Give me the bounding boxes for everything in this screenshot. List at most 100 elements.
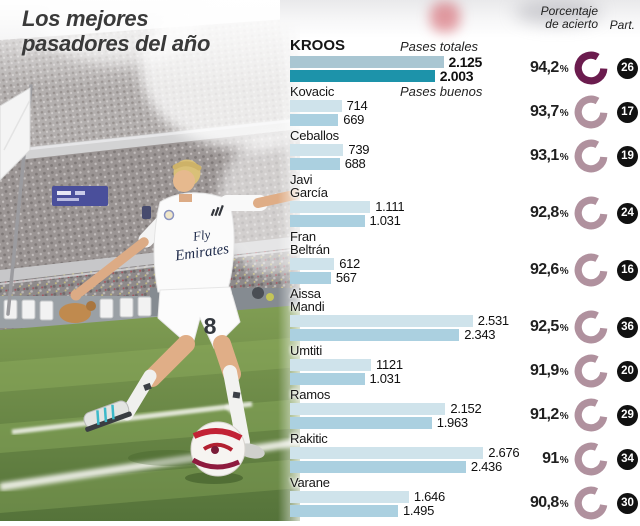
percent-symbol: % xyxy=(559,64,569,75)
bar-row-totales: 1.646 xyxy=(290,490,638,503)
bar-value-totales: 2.531 xyxy=(477,313,509,328)
accuracy-number: 92,5 xyxy=(529,318,559,335)
accuracy-ring xyxy=(574,196,608,230)
accuracy-ring xyxy=(574,139,608,173)
row-right-column: 90,8% 30 xyxy=(514,486,638,520)
bar-row-buenos: 669 xyxy=(290,113,638,126)
row-right-column: 91,2% 29 xyxy=(514,398,638,432)
player-row: Javi García 1.111 1.031 92,8% 24 xyxy=(290,173,638,230)
player-name-line: Umtiti xyxy=(290,343,323,358)
bar-buenos xyxy=(290,417,432,429)
player-name: Umtiti xyxy=(290,344,638,357)
bar-totales xyxy=(290,359,371,371)
player-photo: Fly Emirates 8 xyxy=(0,0,360,521)
player-row: Ceballos 739 688 93,1% 19 xyxy=(290,128,638,173)
matches-badge: 30 xyxy=(617,492,638,514)
percent-symbol: % xyxy=(559,455,569,466)
bar-totales xyxy=(290,144,344,156)
accuracy-number: 91,2 xyxy=(529,406,559,423)
player-row: Aissa Mandi 2.531 2.343 92,5% 36 xyxy=(290,286,638,344)
player-name: Rakitic xyxy=(290,432,638,445)
player-name-line: Ramos xyxy=(290,387,331,402)
row-right-column: 91% 34 xyxy=(514,442,638,476)
player-figure: Fly Emirates 8 xyxy=(70,159,302,484)
percent-symbol: % xyxy=(559,499,569,510)
bar-buenos xyxy=(290,114,339,126)
player-row: Fran Beltrán 612 567 92,6% 16 xyxy=(290,230,638,287)
accuracy-number: 93,1 xyxy=(529,147,559,164)
chart-rows: KROOS Pases totales 2.125 2.003 94,2% 26 Kovac… xyxy=(290,38,638,520)
bar-value-buenos: 1.031 xyxy=(369,371,401,386)
page-title-line1: Los mejores xyxy=(22,6,149,31)
player-name-line: Kovacic xyxy=(290,84,335,99)
matches-badge: 16 xyxy=(617,259,638,281)
page-title-line2: pasadores del año xyxy=(22,31,211,56)
bar-value-totales: 1.111 xyxy=(375,199,405,214)
bar-value-buenos: 1.031 xyxy=(369,213,401,228)
bar-buenos xyxy=(290,329,460,341)
jersey-sponsor-line2: Emirates xyxy=(173,241,230,265)
row-right-column: 92,6% 16 xyxy=(514,253,638,287)
bar-buenos xyxy=(290,70,435,82)
player-name-line: Aissa xyxy=(290,286,321,301)
player-name-line: KROOS xyxy=(290,37,346,54)
bar-row-totales: 1121 xyxy=(290,357,638,372)
player-row: Rakitic 2.676 2.436 91% 34 xyxy=(290,432,638,476)
bar-buenos xyxy=(290,505,398,517)
bar-value-totales: 739 xyxy=(348,142,370,157)
blurred-red-photo-detail xyxy=(430,2,460,32)
accuracy-number: 92,6 xyxy=(529,261,559,278)
matches-badge: 29 xyxy=(617,404,638,426)
row-right-column: 91,9% 20 xyxy=(514,354,638,388)
accuracy-percentage: 91% xyxy=(514,450,569,468)
bar-row-totales: 2.125 xyxy=(290,55,638,69)
accuracy-header-line2: de acierto xyxy=(545,17,598,31)
bar-value-buenos: 567 xyxy=(335,270,357,285)
accuracy-number: 91 xyxy=(542,450,559,467)
accuracy-number: 94,2 xyxy=(529,59,559,76)
bar-value-totales: 612 xyxy=(339,256,360,271)
matches-badge: 26 xyxy=(617,57,638,79)
bar-value-totales: 1121 xyxy=(376,357,403,372)
player-row: Ramos 2.152 1.963 91,2% 29 xyxy=(290,387,638,432)
player-name-line: Varane xyxy=(290,475,330,490)
player-name-line: Ceballos xyxy=(290,128,339,143)
percent-symbol: % xyxy=(559,266,569,277)
photo-illustration: Fly Emirates 8 xyxy=(0,0,360,521)
bar-row-totales: 612 xyxy=(290,256,638,271)
accuracy-percentage: 92,8% xyxy=(514,204,569,222)
player-name-line: García xyxy=(290,185,328,200)
bar-row-totales: 714 xyxy=(290,98,638,113)
bar-value-buenos: 2.436 xyxy=(470,459,502,474)
accuracy-ring xyxy=(574,310,608,344)
accuracy-percentage: 93,7% xyxy=(514,103,569,121)
ball xyxy=(185,421,246,484)
bar-row-buenos: 567 xyxy=(290,270,638,285)
percent-symbol: % xyxy=(559,323,569,334)
bar-totales xyxy=(290,403,446,415)
boot xyxy=(83,400,132,432)
player-row: Varane 1.646 1.495 90,8% 30 xyxy=(290,475,638,520)
player-name: Kovacic xyxy=(290,85,638,98)
bar-totales xyxy=(290,491,409,503)
matches-badge: 20 xyxy=(617,360,638,382)
accuracy-ring xyxy=(574,354,608,388)
bar-totales xyxy=(290,100,342,112)
matches-badge: 36 xyxy=(617,316,638,338)
title-wash xyxy=(0,0,300,88)
bar-row-buenos: 688 xyxy=(290,157,638,170)
percent-symbol: % xyxy=(559,209,569,220)
player-name: Fran Beltrán xyxy=(290,230,638,256)
matches-column-header: Part. xyxy=(609,18,635,32)
bar-buenos xyxy=(290,158,340,170)
bar-row-buenos: 2.343 xyxy=(290,328,638,341)
player-name-line: Javi xyxy=(290,172,313,187)
player-name: Javi García xyxy=(290,173,638,199)
bar-value-totales: 714 xyxy=(346,98,368,113)
accuracy-percentage: 92,5% xyxy=(514,318,569,336)
accuracy-ring xyxy=(574,442,608,476)
accuracy-ring xyxy=(574,398,608,432)
shorts-number: 8 xyxy=(204,313,217,339)
accuracy-column-header: Porcentaje de acierto xyxy=(541,5,598,31)
bar-totales xyxy=(290,447,484,459)
